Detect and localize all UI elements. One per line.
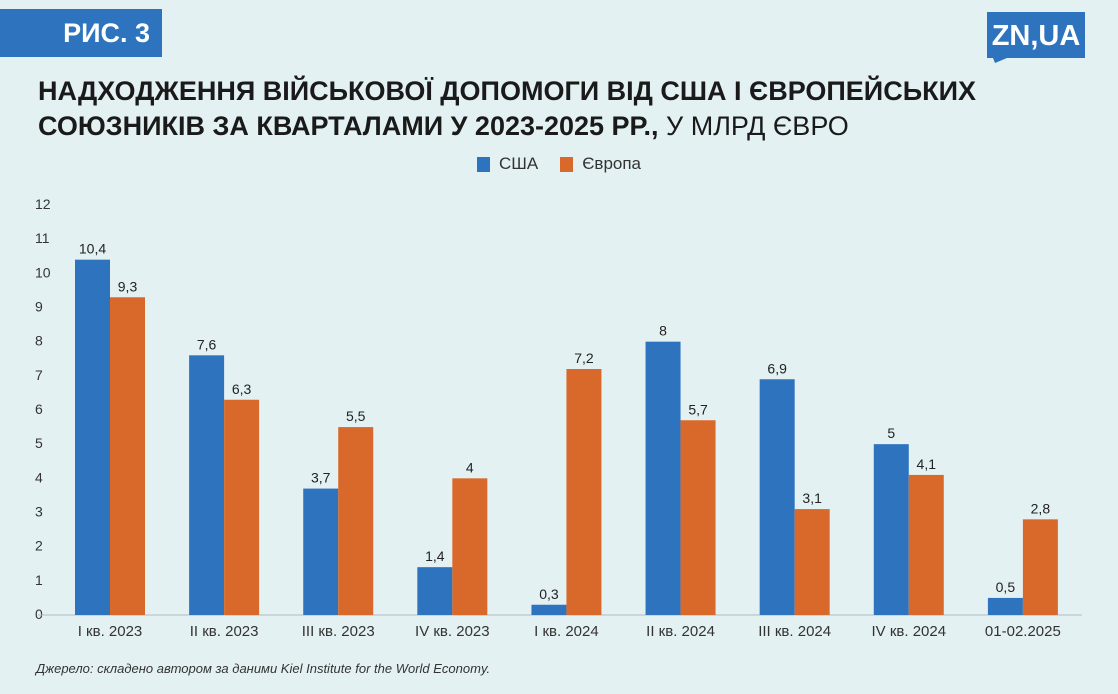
y-tick-label: 8 bbox=[35, 333, 43, 349]
bar-usa bbox=[75, 259, 110, 615]
legend-item-europe: Європа bbox=[560, 154, 641, 174]
bar-europe bbox=[452, 478, 488, 615]
data-label-usa: 10,4 bbox=[79, 241, 106, 257]
bar-europe bbox=[566, 369, 602, 615]
legend-item-usa: США bbox=[476, 154, 539, 174]
bar-usa bbox=[873, 444, 909, 615]
data-label-europe: 3,1 bbox=[802, 490, 822, 506]
x-tick-label: I кв. 2023 bbox=[78, 623, 143, 640]
source-note: Джерело: складено автором за даними Kiel… bbox=[36, 661, 491, 676]
data-label-europe: 7,2 bbox=[574, 350, 594, 366]
title-main: Надходження військової допомоги від США … bbox=[38, 76, 977, 141]
bar-usa bbox=[417, 567, 453, 615]
bar-europe bbox=[908, 474, 944, 615]
figure-label: РИС. 3 bbox=[0, 9, 162, 57]
legend-label-europe: Європа bbox=[582, 154, 642, 173]
legend-swatch-europe bbox=[560, 156, 574, 172]
legend-label-usa: США bbox=[498, 154, 539, 173]
y-tick-label: 3 bbox=[35, 504, 43, 520]
data-label-usa: 8 bbox=[659, 323, 667, 339]
data-label-europe: 4,1 bbox=[917, 456, 937, 472]
y-tick-label: 10 bbox=[35, 264, 51, 280]
bar-europe bbox=[794, 509, 830, 615]
data-label-europe: 2,8 bbox=[1031, 500, 1051, 516]
y-tick-label: 5 bbox=[35, 435, 43, 451]
logo-text: ZN,UA bbox=[992, 20, 1081, 52]
chart-legend: США Європа bbox=[0, 154, 1118, 174]
y-tick-label: 4 bbox=[35, 469, 43, 485]
data-label-europe: 4 bbox=[466, 459, 474, 475]
bar-europe bbox=[1022, 519, 1058, 615]
data-label-europe: 5,7 bbox=[688, 401, 708, 417]
bar-usa bbox=[189, 355, 225, 615]
bar-europe bbox=[680, 420, 716, 615]
chart-title: Надходження військової допомоги від США … bbox=[38, 74, 1078, 144]
bar-usa bbox=[987, 597, 1023, 615]
bar-europe bbox=[338, 427, 374, 615]
zn-ua-logo: ZN,UA bbox=[987, 12, 1085, 63]
y-tick-label: 6 bbox=[35, 401, 43, 417]
data-label-usa: 6,9 bbox=[767, 360, 787, 376]
bar-usa bbox=[645, 341, 681, 615]
x-tick-label: III кв. 2024 bbox=[758, 623, 831, 640]
legend-swatch-usa bbox=[476, 156, 490, 172]
bar-usa bbox=[303, 488, 339, 615]
y-tick-label: 12 bbox=[35, 196, 51, 212]
bar-europe bbox=[110, 297, 145, 615]
data-label-europe: 9,3 bbox=[118, 278, 138, 294]
x-tick-label: II кв. 2023 bbox=[190, 623, 259, 640]
x-tick-label: IV кв. 2024 bbox=[871, 623, 946, 640]
bar-europe bbox=[224, 399, 260, 615]
y-tick-label: 9 bbox=[35, 299, 43, 315]
y-tick-label: 7 bbox=[35, 367, 43, 383]
data-label-usa: 5 bbox=[887, 425, 895, 441]
y-tick-label: 0 bbox=[35, 606, 43, 622]
y-tick-label: 11 bbox=[35, 230, 50, 246]
data-label-usa: 1,4 bbox=[425, 548, 445, 564]
bar-usa bbox=[759, 379, 795, 615]
y-tick-label: 1 bbox=[35, 572, 43, 588]
data-label-usa: 0,3 bbox=[539, 586, 559, 602]
y-tick-label: 2 bbox=[35, 538, 43, 554]
x-tick-label: IV кв. 2023 bbox=[415, 623, 490, 640]
x-tick-label: 01-02.2025 bbox=[985, 623, 1061, 640]
bar-usa bbox=[531, 604, 567, 615]
x-tick-label: III кв. 2023 bbox=[302, 623, 375, 640]
data-label-europe: 5,5 bbox=[346, 408, 366, 424]
data-label-usa: 0,5 bbox=[996, 579, 1016, 595]
data-label-usa: 3,7 bbox=[311, 470, 331, 486]
data-label-europe: 6,3 bbox=[232, 381, 252, 397]
title-unit: у млрд євро bbox=[666, 111, 849, 141]
x-tick-label: II кв. 2024 bbox=[646, 623, 715, 640]
x-tick-label: I кв. 2024 bbox=[534, 623, 599, 640]
data-label-usa: 7,6 bbox=[197, 336, 217, 352]
